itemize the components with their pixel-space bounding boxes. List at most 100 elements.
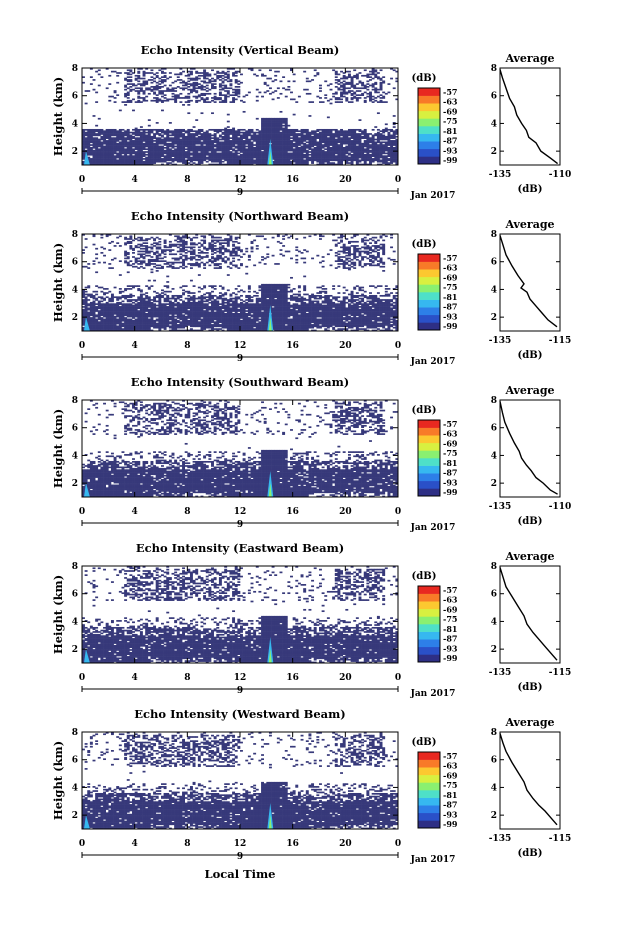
heatmap-cell bbox=[184, 256, 188, 258]
heatmap-cell bbox=[142, 155, 146, 157]
heatmap-cell bbox=[287, 137, 291, 139]
heatmap-cell bbox=[118, 308, 122, 311]
heatmap-cell bbox=[182, 128, 185, 131]
heatmap-cell bbox=[129, 158, 133, 160]
heatmap-cell bbox=[263, 151, 267, 153]
heatmap-cell bbox=[321, 137, 325, 139]
heatmap-cell bbox=[195, 134, 199, 137]
heatmap-cell bbox=[253, 140, 257, 142]
heatmap-cell bbox=[182, 239, 185, 242]
heatmap-cell bbox=[147, 297, 151, 300]
heatmap-cell bbox=[334, 134, 338, 137]
heatmap-cell bbox=[311, 159, 315, 162]
heatmap-cell bbox=[337, 144, 341, 146]
heatmap-cell bbox=[171, 307, 175, 310]
heatmap-cell bbox=[345, 141, 349, 144]
heatmap-cell bbox=[158, 325, 162, 328]
heatmap-cell bbox=[97, 296, 101, 299]
heatmap-cell bbox=[82, 155, 85, 157]
heatmap-cell bbox=[369, 138, 372, 141]
heatmap-cell bbox=[171, 151, 175, 153]
heatmap-cell bbox=[213, 159, 217, 162]
x-tick-label: 0 bbox=[79, 175, 85, 185]
heatmap-cell bbox=[279, 124, 283, 127]
colorbar-label: -99 bbox=[443, 155, 458, 165]
heatmap-cell bbox=[118, 306, 122, 308]
heatmap-cell bbox=[87, 151, 91, 153]
heatmap-cell bbox=[108, 300, 112, 303]
heatmap-cell bbox=[126, 319, 130, 322]
heatmap-cell bbox=[213, 144, 217, 146]
heatmap-cell bbox=[139, 315, 143, 318]
heatmap-cell bbox=[158, 145, 162, 148]
heatmap-cell bbox=[369, 84, 372, 87]
heatmap-cell bbox=[145, 148, 149, 151]
heatmap-cell bbox=[108, 145, 112, 148]
heatmap-cell bbox=[371, 135, 375, 138]
heatmap-cell bbox=[392, 152, 396, 155]
heatmap-cell bbox=[353, 87, 357, 90]
heatmap-cell bbox=[95, 307, 99, 310]
heatmap-cell bbox=[324, 152, 328, 155]
heatmap-cell bbox=[113, 158, 117, 160]
heatmap-cell bbox=[334, 72, 338, 74]
heatmap-cell bbox=[303, 156, 307, 159]
heatmap-cell bbox=[145, 264, 149, 267]
heatmap-cell bbox=[89, 303, 93, 305]
heatmap-cell bbox=[137, 148, 141, 151]
heatmap-cell bbox=[205, 84, 209, 87]
heatmap-cell bbox=[153, 92, 157, 95]
heatmap-cell bbox=[203, 72, 207, 74]
heatmap-cell bbox=[137, 95, 141, 98]
heatmap-cell bbox=[97, 84, 101, 87]
heatmap-cell bbox=[297, 151, 301, 153]
heatmap-cell bbox=[319, 140, 322, 142]
heatmap-cell bbox=[129, 144, 133, 146]
heatmap-cell bbox=[242, 95, 246, 98]
heatmap-cell bbox=[324, 156, 328, 159]
heatmap-cell bbox=[82, 149, 85, 152]
heatmap-cell bbox=[379, 145, 383, 148]
heatmap-cell bbox=[192, 126, 196, 128]
heatmap-cell bbox=[274, 141, 278, 144]
heatmap-cell bbox=[226, 134, 230, 137]
heatmap-cell bbox=[145, 144, 149, 146]
heatmap-cell bbox=[82, 328, 85, 330]
heatmap-cell bbox=[155, 246, 159, 249]
heatmap-cell bbox=[242, 162, 246, 164]
heatmap-cell bbox=[192, 79, 196, 81]
heatmap-cell bbox=[326, 142, 330, 145]
heatmap-cell bbox=[255, 152, 259, 155]
heatmap-cell bbox=[155, 158, 159, 160]
heatmap-cell bbox=[129, 146, 133, 149]
heatmap-cell bbox=[87, 293, 91, 296]
heatmap-cell bbox=[305, 88, 309, 91]
heatmap-cell bbox=[97, 142, 101, 145]
heatmap-cell bbox=[266, 127, 270, 130]
heatmap-cell bbox=[211, 145, 214, 148]
heatmap-cell bbox=[203, 148, 207, 151]
heatmap-cell bbox=[234, 146, 238, 149]
heatmap-cell bbox=[218, 130, 222, 133]
heatmap-cell bbox=[92, 322, 96, 325]
heatmap-cell bbox=[319, 145, 322, 148]
heatmap-cell bbox=[145, 321, 149, 323]
heatmap-cell bbox=[329, 159, 333, 162]
heatmap-cell bbox=[153, 265, 157, 268]
heatmap-cell bbox=[342, 92, 346, 95]
heatmap-cell bbox=[334, 97, 338, 99]
heatmap-cell bbox=[250, 155, 254, 157]
heatmap-cell bbox=[147, 151, 151, 153]
heatmap-cell bbox=[145, 304, 149, 307]
heatmap-cell bbox=[92, 234, 96, 236]
heatmap-cell bbox=[192, 159, 196, 162]
heatmap-cell bbox=[129, 73, 133, 76]
heatmap-cell bbox=[395, 138, 399, 141]
heatmap-cell bbox=[147, 326, 151, 329]
heatmap-cell bbox=[353, 92, 357, 95]
heatmap-cell bbox=[179, 307, 183, 310]
heatmap-cell bbox=[390, 149, 394, 152]
heatmap-cell bbox=[105, 149, 109, 152]
heatmap-cell bbox=[150, 236, 154, 239]
heatmap-cell bbox=[395, 160, 399, 163]
